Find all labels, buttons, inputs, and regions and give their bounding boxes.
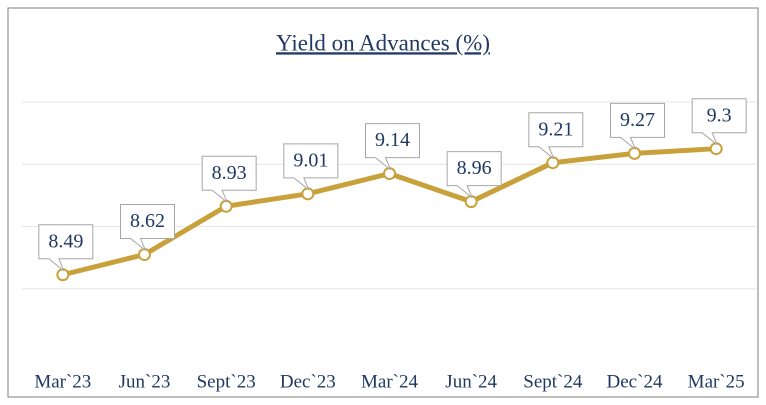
callout-box <box>446 151 502 198</box>
x-tick-label: Jun`23 <box>119 371 171 392</box>
x-tick-label: Mar`25 <box>688 371 745 392</box>
marker <box>138 248 151 262</box>
marker <box>56 268 70 282</box>
x-tick-label: Sept`24 <box>523 371 583 392</box>
callout-box <box>528 112 584 160</box>
data-label: 8.62 <box>130 210 165 232</box>
data-label: 9.14 <box>375 129 410 151</box>
x-tick-label: Mar`24 <box>361 371 418 392</box>
x-tick-label: Dec`23 <box>280 371 336 392</box>
marker <box>546 156 560 170</box>
callout-box <box>283 143 339 191</box>
data-label: 9.21 <box>538 118 573 140</box>
chart-title: Yield on Advances (%) <box>276 30 490 55</box>
chart-frame <box>7 7 759 398</box>
x-tick-label: Dec`24 <box>607 371 663 392</box>
callout-box <box>38 224 94 272</box>
data-label: 8.96 <box>457 157 492 179</box>
data-label: 8.93 <box>212 162 247 184</box>
callout-box <box>201 155 257 203</box>
marker <box>709 142 723 156</box>
marker <box>383 167 396 181</box>
marker <box>301 187 315 201</box>
data-label: 9.27 <box>620 109 655 131</box>
data-label: 9.01 <box>293 149 328 171</box>
marker <box>628 146 641 160</box>
callout-box <box>691 98 747 146</box>
x-tick-label: Sept`23 <box>197 371 256 392</box>
data-label: 8.49 <box>48 230 83 252</box>
callout-box <box>365 123 420 170</box>
x-tick-label: Jun`24 <box>445 371 497 392</box>
marker <box>219 199 233 213</box>
callout-box <box>120 204 175 251</box>
x-tick-label: Mar`23 <box>34 371 91 392</box>
marker <box>464 195 478 209</box>
callout-box <box>610 102 665 150</box>
data-label: 9.3 <box>707 104 732 126</box>
